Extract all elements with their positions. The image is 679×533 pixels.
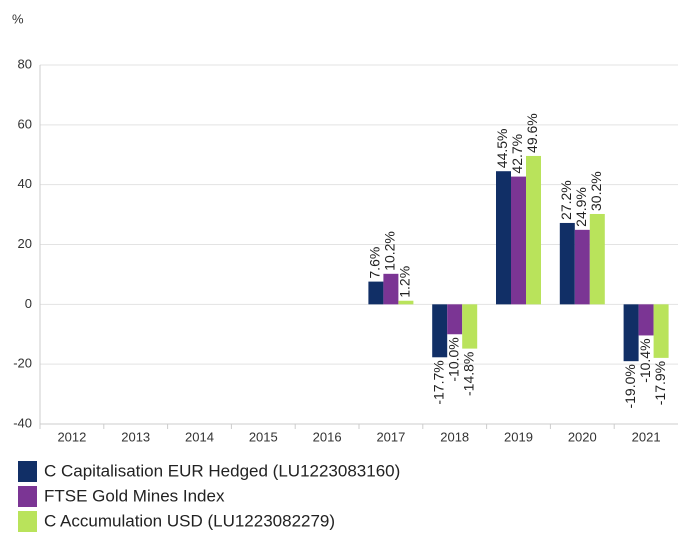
- x-tick-label: 2013: [121, 429, 150, 444]
- value-label: -19.0%: [622, 364, 638, 408]
- value-label: 27.2%: [558, 180, 574, 220]
- legend-label: C Accumulation USD (LU1223082279): [44, 511, 335, 530]
- bar: [623, 304, 639, 362]
- x-tick-label: 2015: [249, 429, 278, 444]
- y-tick-label: -20: [13, 356, 32, 371]
- legend-label: C Capitalisation EUR Hedged (LU122308316…: [44, 461, 400, 480]
- legend-swatch: [18, 511, 37, 532]
- bar: [574, 229, 590, 305]
- x-tick-label: 2017: [376, 429, 405, 444]
- value-label: 1.2%: [397, 266, 413, 298]
- x-tick-label: 2018: [440, 429, 469, 444]
- bar: [511, 176, 526, 305]
- x-tick-label: 2016: [313, 429, 342, 444]
- y-axis-label: %: [12, 11, 24, 26]
- value-label: 7.6%: [367, 247, 383, 279]
- x-tick-label: 2020: [568, 429, 597, 444]
- value-label: -10.4%: [637, 338, 653, 382]
- y-tick-label: 20: [18, 236, 32, 251]
- bar: [653, 304, 669, 358]
- value-label: -10.0%: [445, 337, 461, 381]
- value-label: 42.7%: [509, 134, 525, 174]
- value-label: 49.6%: [524, 113, 540, 153]
- value-label: 10.2%: [382, 231, 398, 271]
- y-tick-label: 80: [18, 56, 32, 71]
- y-tick-label: -40: [13, 415, 32, 430]
- x-tick-label: 2019: [504, 429, 533, 444]
- value-label: -17.7%: [430, 360, 446, 404]
- bar: [638, 304, 654, 336]
- y-tick-label: 0: [25, 296, 32, 311]
- bar: [398, 300, 414, 305]
- bar: [496, 171, 511, 305]
- value-label: -17.9%: [652, 361, 668, 405]
- legend-swatch: [18, 486, 37, 507]
- bar: [559, 222, 575, 305]
- bar: [462, 304, 478, 349]
- bar: [432, 304, 448, 358]
- bar: [589, 213, 605, 305]
- bar: [526, 155, 541, 305]
- value-label: 44.5%: [494, 129, 510, 169]
- y-tick-label: 60: [18, 116, 32, 131]
- legend-label: FTSE Gold Mines Index: [44, 486, 225, 505]
- value-label: -14.8%: [460, 352, 476, 396]
- x-tick-label: 2014: [185, 429, 214, 444]
- x-tick-label: 2012: [57, 429, 86, 444]
- value-label: 24.9%: [573, 187, 589, 227]
- bar: [368, 281, 384, 305]
- x-tick-label: 2021: [632, 429, 661, 444]
- y-tick-label: 40: [18, 176, 32, 191]
- bar: [447, 304, 463, 335]
- value-label: 30.2%: [588, 171, 604, 211]
- bar: [383, 273, 399, 305]
- legend-swatch: [18, 461, 37, 482]
